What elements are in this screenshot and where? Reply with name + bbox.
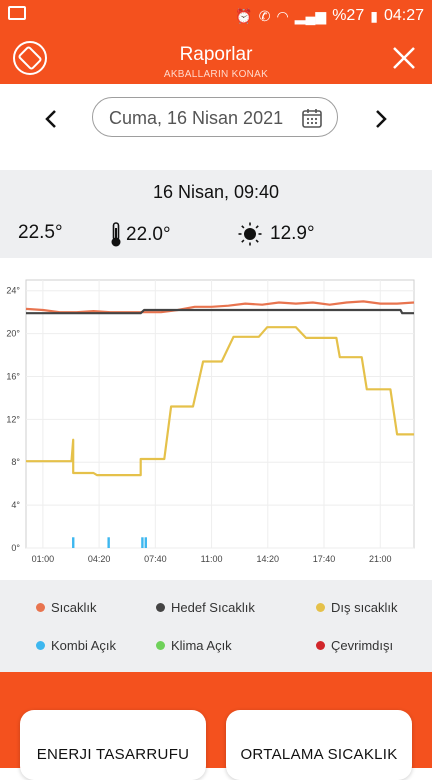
y-tick-label: 4°	[11, 500, 20, 510]
legend-dot	[36, 641, 45, 650]
date-selector: Cuma, 16 Nisan 2021	[0, 84, 432, 170]
alarm-icon: ⏰	[235, 7, 253, 24]
next-day-icon[interactable]	[366, 104, 396, 134]
indoor-temp-value: 22.5°	[18, 222, 63, 243]
x-tick-label: 14:20	[257, 554, 280, 564]
legend-dot	[156, 641, 165, 650]
x-tick-label: 07:40	[144, 554, 167, 564]
outdoor-temp-value: 12.9°	[270, 223, 315, 244]
boiler-on-bar	[72, 537, 75, 548]
legend-label: Sıcaklık	[51, 600, 97, 615]
y-tick-label: 12°	[6, 414, 20, 424]
legend-item-boiler-on: Kombi Açık	[36, 638, 116, 653]
x-tick-label: 11:00	[201, 554, 223, 564]
legend-label: Kombi Açık	[51, 638, 117, 653]
legend-item-offline: Çevrimdışı	[316, 638, 393, 653]
energy-saving-card[interactable]: ENERJI TASARRUFU	[20, 710, 206, 780]
indoor-temp: 22.5°	[18, 222, 63, 244]
x-tick-label: 01:00	[32, 554, 55, 564]
average-temperature-label: ORTALAMA SICAKLIK	[240, 746, 398, 763]
boiler-on-bar	[141, 537, 144, 548]
screen-rotate-icon[interactable]	[12, 40, 48, 76]
temperature-chart-panel: 0° 4° 8° 12° 16° 20° 24° 01:00 04:20 07:40 11:00 14…	[0, 260, 432, 578]
gallery-notification-icon	[8, 6, 26, 20]
wifi-icon: ◠	[276, 7, 289, 24]
reading-summary: 16 Nisan, 09:40 22.5° 22.0° 12.9°	[0, 170, 432, 258]
page-title: Raporlar	[179, 44, 253, 65]
legend-dot	[156, 603, 165, 612]
energy-saving-label: ENERJI TASARRUFU	[36, 746, 190, 763]
call-icon: ✆	[258, 7, 271, 24]
temperature-chart[interactable]: 0° 4° 8° 12° 16° 20° 24° 01:00 04:20 07:40 11:00 14…	[0, 260, 432, 578]
legend-label: Hedef Sıcaklık	[171, 600, 255, 615]
selected-date: Cuma, 16 Nisan 2021	[109, 108, 284, 128]
signal-icon: ▂▄▆	[294, 7, 327, 24]
app-header: Raporlar AKBALLARIN KONAK	[0, 32, 432, 84]
legend-item-target-temperature: Hedef Sıcaklık	[156, 600, 255, 615]
series-line	[25, 300, 415, 314]
boiler-on-bar	[107, 537, 110, 548]
legend-item-ac-on: Klima Açık	[156, 638, 232, 653]
reading-time: 16 Nisan, 09:40	[152, 182, 280, 202]
series-line	[26, 308, 414, 315]
thermometer-icon	[111, 222, 121, 247]
y-tick-label: 0°	[11, 543, 20, 553]
x-tick-label: 21:00	[369, 554, 392, 564]
legend-item-temperature: Sıcaklık	[36, 600, 97, 615]
battery-percent: %27	[332, 7, 365, 24]
sun-icon	[238, 222, 262, 246]
legend-label: Klima Açık	[171, 638, 232, 653]
y-tick-label: 24°	[6, 286, 20, 296]
close-icon[interactable]	[390, 44, 418, 72]
calendar-icon	[302, 109, 322, 128]
x-tick-label: 17:40	[313, 554, 336, 564]
legend-item-outdoor-temperature: Dış sıcaklık	[316, 600, 397, 615]
legend-dot	[316, 641, 325, 650]
clock: 04:27	[383, 7, 424, 24]
outdoor-temp: 12.9°	[238, 222, 315, 246]
boiler-on-bar	[144, 537, 147, 548]
target-temp: 22.0°	[110, 222, 171, 248]
y-tick-label: 8°	[11, 457, 20, 467]
legend-dot	[36, 603, 45, 612]
legend-label: Dış sıcaklık	[331, 600, 398, 615]
series-line	[26, 326, 414, 477]
y-tick-label: 20°	[6, 329, 20, 339]
previous-day-icon[interactable]	[36, 104, 66, 134]
x-tick-label: 04:20	[88, 554, 111, 564]
legend-label: Çevrimdışı	[331, 638, 394, 653]
y-tick-label: 16°	[6, 371, 20, 381]
target-temp-value: 22.0°	[126, 224, 171, 245]
home-name: AKBALLARIN KONAK	[163, 69, 269, 80]
average-temperature-card[interactable]: ORTALAMA SICAKLIK	[226, 710, 412, 780]
summary-cards-section: ENERJI TASARRUFU ORTALAMA SICAKLIK	[0, 672, 432, 780]
plot-frame	[25, 279, 415, 549]
battery-icon: ▮	[370, 7, 378, 24]
date-picker[interactable]: Cuma, 16 Nisan 2021	[92, 97, 338, 137]
status-bar: ⏰ ✆ ◠ ▂▄▆ %27 ▮ 04:27	[0, 0, 432, 32]
chart-legend: Sıcaklık Hedef Sıcaklık Dış sıcaklık Kom…	[0, 580, 432, 672]
legend-dot	[316, 603, 325, 612]
